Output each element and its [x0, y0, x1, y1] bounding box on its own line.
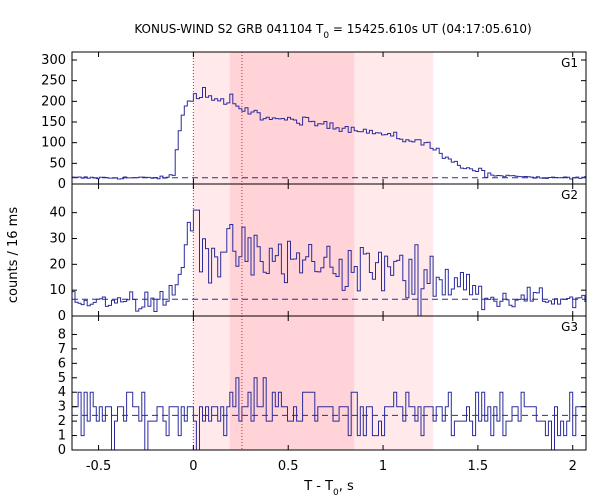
y-tick-label: 6 — [58, 356, 66, 371]
y-tick-label: 5 — [58, 371, 66, 386]
y-tick-label: 4 — [58, 385, 66, 400]
y-tick-label: 10 — [49, 283, 66, 298]
x-tick-label: 2 — [569, 459, 577, 474]
x-tick-label: 0.5 — [278, 459, 299, 474]
y-tick-label: 150 — [41, 115, 66, 130]
y-tick-label: 3 — [58, 400, 66, 415]
y-tick-label: 0 — [58, 309, 66, 324]
y-tick-label: 0 — [58, 443, 66, 458]
y-tick-label: 8 — [58, 327, 66, 342]
series-line-g3 — [72, 377, 586, 451]
panel-frame-g3 — [71, 315, 587, 451]
panel-label-g2: G2 — [561, 188, 578, 202]
chart-title: KONUS-WIND S2 GRB 041104 T0 = 15425.610s… — [134, 22, 531, 41]
y-axis-label: counts / 16 ms — [6, 207, 21, 303]
x-tick-label: 1 — [379, 459, 387, 474]
y-tick-label: 200 — [41, 94, 66, 109]
panel-label-g1: G1 — [561, 56, 578, 70]
x-tick-label: 1.5 — [468, 459, 489, 474]
y-tick-label: 0 — [58, 177, 66, 192]
y-tick-label: 2 — [58, 414, 66, 429]
panel-label-g3: G3 — [561, 320, 578, 334]
x-tick-label: 0 — [189, 459, 197, 474]
y-tick-label: 50 — [49, 156, 66, 171]
y-tick-label: 40 — [49, 206, 66, 221]
y-tick-label: 1 — [58, 429, 66, 444]
y-tick-label: 30 — [49, 232, 66, 247]
y-tick-label: 100 — [41, 136, 66, 151]
y-tick-label: 250 — [41, 74, 66, 89]
y-tick-label: 20 — [49, 257, 66, 272]
x-axis-label: T - T0, s — [303, 479, 354, 498]
y-tick-label: 7 — [58, 342, 66, 357]
y-tick-label: 300 — [41, 53, 66, 68]
x-tick-label: -0.5 — [86, 459, 111, 474]
